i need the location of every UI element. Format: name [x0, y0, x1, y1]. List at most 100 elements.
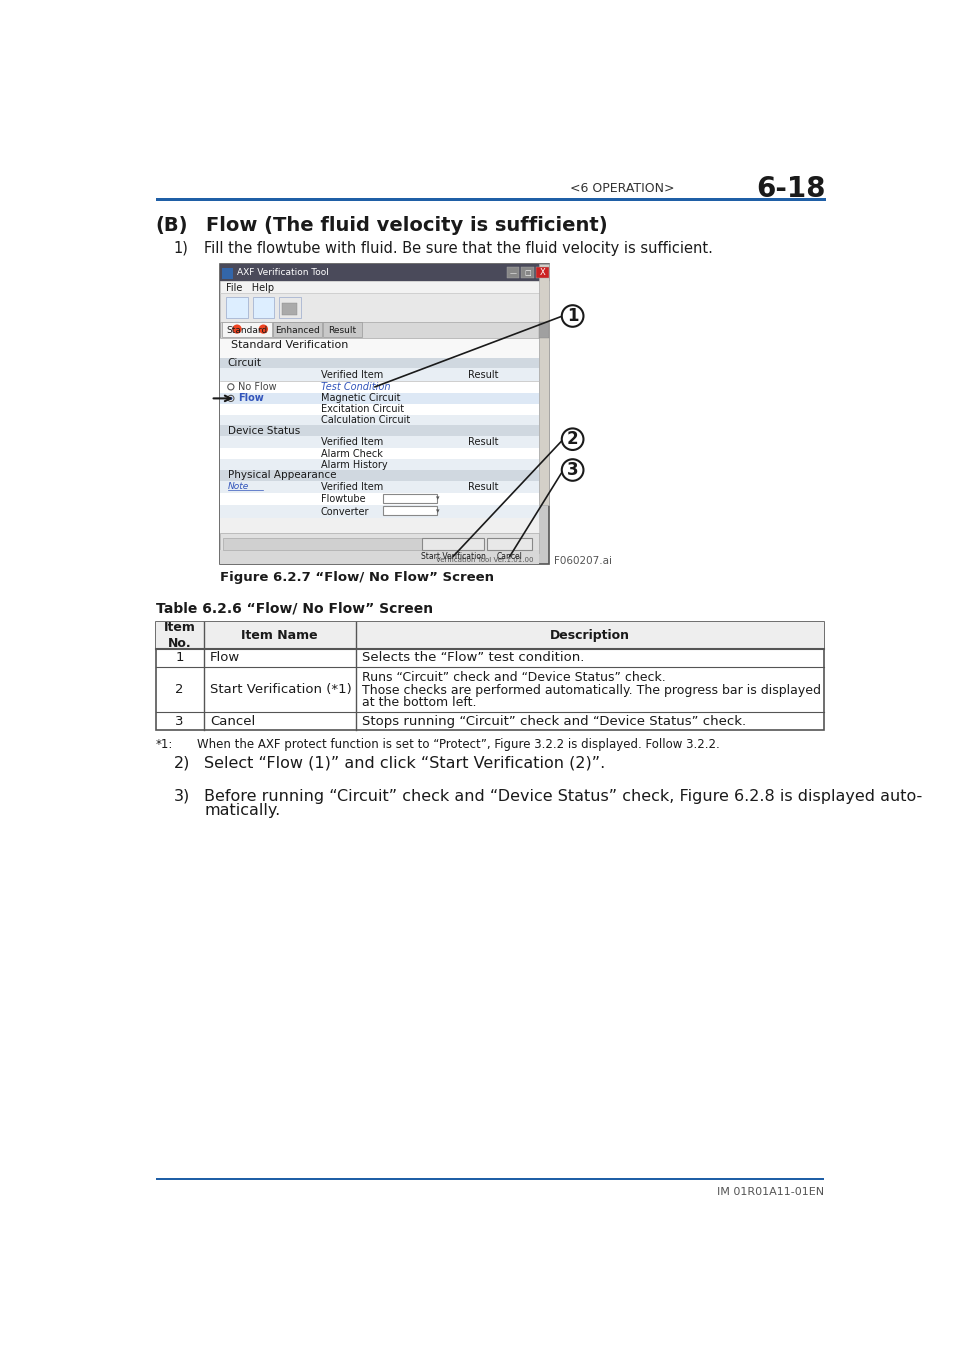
Bar [220, 263, 549, 564]
Text: Item
No.: Item No. [164, 621, 195, 651]
Text: Flow: Flow [210, 652, 240, 664]
Text: Result: Result [468, 482, 498, 491]
Circle shape [255, 321, 271, 336]
Text: Excitation Circuit: Excitation Circuit [320, 404, 403, 414]
Text: <6 OPERATION>: <6 OPERATION> [570, 182, 674, 196]
Bar [536, 267, 548, 278]
Bar [282, 302, 297, 316]
Text: Magnetic Circuit: Magnetic Circuit [320, 393, 400, 404]
Text: 1): 1) [173, 240, 188, 255]
Bar [323, 323, 361, 336]
Text: Converter: Converter [320, 506, 369, 517]
Bar [222, 269, 233, 279]
Bar [487, 537, 532, 549]
Text: (B): (B) [155, 216, 188, 235]
Circle shape [229, 321, 245, 336]
Text: Physical Appearance: Physical Appearance [228, 470, 335, 481]
Circle shape [561, 459, 583, 481]
Text: Verified Item: Verified Item [320, 370, 382, 379]
Bar [537, 263, 549, 505]
Text: AXF Verification Tool: AXF Verification Tool [236, 269, 329, 277]
Bar [220, 505, 537, 518]
Circle shape [233, 324, 241, 333]
Text: Description: Description [550, 629, 629, 643]
Bar [253, 297, 274, 319]
Bar [382, 506, 436, 516]
Text: Result: Result [328, 327, 356, 335]
Text: 2: 2 [175, 683, 184, 697]
Bar [422, 537, 484, 549]
Text: X: X [539, 269, 545, 277]
Bar [155, 1179, 823, 1180]
Text: —: — [509, 270, 516, 275]
Bar [223, 537, 475, 549]
Text: Start Verification (*1): Start Verification (*1) [210, 683, 352, 697]
Circle shape [258, 324, 268, 333]
Bar [220, 323, 537, 338]
Text: Result: Result [468, 437, 498, 447]
Text: Table 6.2.6 “Flow/ No Flow” Screen: Table 6.2.6 “Flow/ No Flow” Screen [155, 602, 433, 616]
Bar [220, 381, 537, 393]
Text: at the bottom left.: at the bottom left. [361, 697, 476, 709]
Bar [220, 404, 537, 414]
Text: Verified Item: Verified Item [320, 437, 382, 447]
Text: 3: 3 [175, 714, 184, 728]
Text: Runs “Circuit” check and “Device Status” check.: Runs “Circuit” check and “Device Status”… [361, 671, 665, 684]
Circle shape [228, 396, 233, 401]
Bar [220, 425, 537, 436]
Bar [221, 323, 272, 336]
Text: Result: Result [468, 370, 498, 379]
Text: Start Verification: Start Verification [420, 552, 485, 560]
Text: Verification Tool Ver.1.01.00: Verification Tool Ver.1.01.00 [436, 558, 534, 563]
Text: 2: 2 [566, 431, 578, 448]
Text: Verified Item: Verified Item [320, 482, 382, 491]
Text: Figure 6.2.7 “Flow/ No Flow” Screen: Figure 6.2.7 “Flow/ No Flow” Screen [220, 571, 494, 585]
Text: Alarm History: Alarm History [320, 459, 387, 470]
Bar [220, 414, 537, 425]
Text: Before running “Circuit” check and “Device Status” check, Figure 6.2.8 is displa: Before running “Circuit” check and “Devi… [204, 788, 922, 803]
Text: When the AXF protect function is set to “Protect”, Figure 3.2.2 is displayed. Fo: When the AXF protect function is set to … [196, 738, 719, 751]
Text: F060207.ai: F060207.ai [554, 556, 612, 566]
Text: Standard Verification: Standard Verification [231, 340, 348, 350]
Bar [220, 481, 537, 493]
Text: Selects the “Flow” test condition.: Selects the “Flow” test condition. [361, 652, 583, 664]
Bar [220, 549, 537, 564]
Text: Circuit: Circuit [228, 358, 261, 369]
Bar [155, 622, 823, 648]
Bar [226, 297, 248, 319]
Circle shape [561, 305, 583, 327]
Bar [537, 323, 549, 338]
Bar [506, 267, 518, 278]
Text: Calculation Circuit: Calculation Circuit [320, 414, 410, 425]
Text: Standard: Standard [226, 327, 267, 335]
Text: *1:: *1: [155, 738, 172, 751]
Bar [155, 198, 825, 201]
Text: matically.: matically. [204, 803, 280, 818]
Text: 1: 1 [175, 652, 184, 664]
Bar [220, 470, 537, 481]
Bar [220, 358, 537, 369]
Bar [220, 293, 549, 323]
Text: IM 01R01A11-01EN: IM 01R01A11-01EN [717, 1187, 823, 1197]
Text: No Flow: No Flow [237, 382, 276, 391]
Bar [220, 459, 537, 470]
Text: Enhanced: Enhanced [274, 327, 319, 335]
Text: Test Condition: Test Condition [320, 382, 390, 391]
Bar [274, 323, 321, 336]
Text: Cancel: Cancel [497, 552, 522, 560]
Text: Cancel: Cancel [210, 714, 254, 728]
Text: Alarm Check: Alarm Check [320, 448, 382, 459]
Text: □: □ [524, 270, 531, 275]
Text: 2): 2) [173, 755, 190, 770]
Bar [220, 263, 549, 281]
Bar [220, 493, 537, 505]
Text: Fill the flowtube with fluid. Be sure that the fluid velocity is sufficient.: Fill the flowtube with fluid. Be sure th… [204, 240, 713, 255]
Text: Note: Note [228, 482, 249, 491]
Bar [220, 533, 537, 554]
Bar [278, 297, 300, 319]
Text: Flowtube: Flowtube [320, 494, 365, 505]
Text: Select “Flow (1)” and click “Start Verification (2)”.: Select “Flow (1)” and click “Start Verif… [204, 755, 605, 770]
Bar [220, 281, 549, 293]
Bar [220, 393, 537, 404]
Bar [382, 494, 436, 504]
